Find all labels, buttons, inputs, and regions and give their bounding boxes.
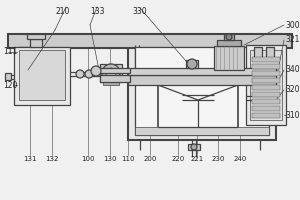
Text: 230: 230	[211, 156, 225, 162]
Bar	[30, 39, 42, 47]
Bar	[18, 47, 36, 60]
Bar	[252, 113, 280, 118]
Bar	[252, 57, 280, 62]
Text: 131: 131	[23, 156, 37, 162]
Text: 200: 200	[143, 156, 157, 162]
Bar	[252, 64, 280, 69]
Bar	[217, 40, 241, 46]
Text: 120: 120	[3, 80, 17, 90]
Circle shape	[187, 59, 197, 69]
Text: 111: 111	[3, 47, 17, 56]
Text: 321: 321	[285, 36, 299, 45]
Bar	[252, 78, 280, 83]
Circle shape	[226, 34, 232, 40]
Text: 240: 240	[233, 156, 247, 162]
Bar	[5, 73, 11, 80]
Circle shape	[91, 66, 101, 76]
Text: 300: 300	[285, 21, 300, 29]
Bar	[252, 106, 280, 111]
Text: 132: 132	[45, 156, 59, 162]
Bar	[103, 81, 119, 85]
Text: 110: 110	[121, 156, 135, 162]
Text: 220: 220	[171, 156, 184, 162]
Circle shape	[85, 70, 93, 78]
Bar	[246, 47, 264, 60]
Text: 310: 310	[285, 110, 299, 119]
Bar	[128, 75, 276, 85]
Text: 210: 210	[55, 7, 69, 16]
Text: 340: 340	[285, 66, 300, 74]
Bar	[95, 68, 130, 73]
Bar	[252, 99, 280, 104]
Bar	[266, 47, 274, 60]
Circle shape	[106, 68, 116, 78]
Bar	[128, 40, 276, 140]
Circle shape	[191, 144, 197, 150]
Text: 221: 221	[190, 156, 204, 162]
Text: 133: 133	[90, 7, 104, 16]
Bar	[14, 47, 70, 105]
Bar	[27, 34, 45, 39]
Bar	[135, 47, 269, 135]
Bar	[135, 127, 269, 135]
Bar	[252, 92, 280, 97]
Bar	[250, 50, 282, 120]
Bar	[100, 75, 130, 82]
Bar	[252, 71, 280, 76]
Text: 330: 330	[132, 7, 147, 16]
Circle shape	[102, 64, 120, 82]
Bar	[8, 34, 292, 48]
Text: 100: 100	[81, 156, 95, 162]
Bar	[128, 68, 276, 75]
Bar	[186, 60, 198, 68]
Bar	[246, 45, 286, 125]
Text: 130: 130	[103, 156, 117, 162]
Text: 320: 320	[285, 86, 299, 95]
Bar	[19, 50, 65, 100]
Bar	[188, 144, 200, 150]
Bar	[100, 64, 122, 82]
Bar	[214, 46, 244, 70]
Bar	[254, 47, 262, 60]
Bar	[224, 34, 234, 40]
Circle shape	[76, 70, 84, 78]
Bar	[252, 85, 280, 90]
